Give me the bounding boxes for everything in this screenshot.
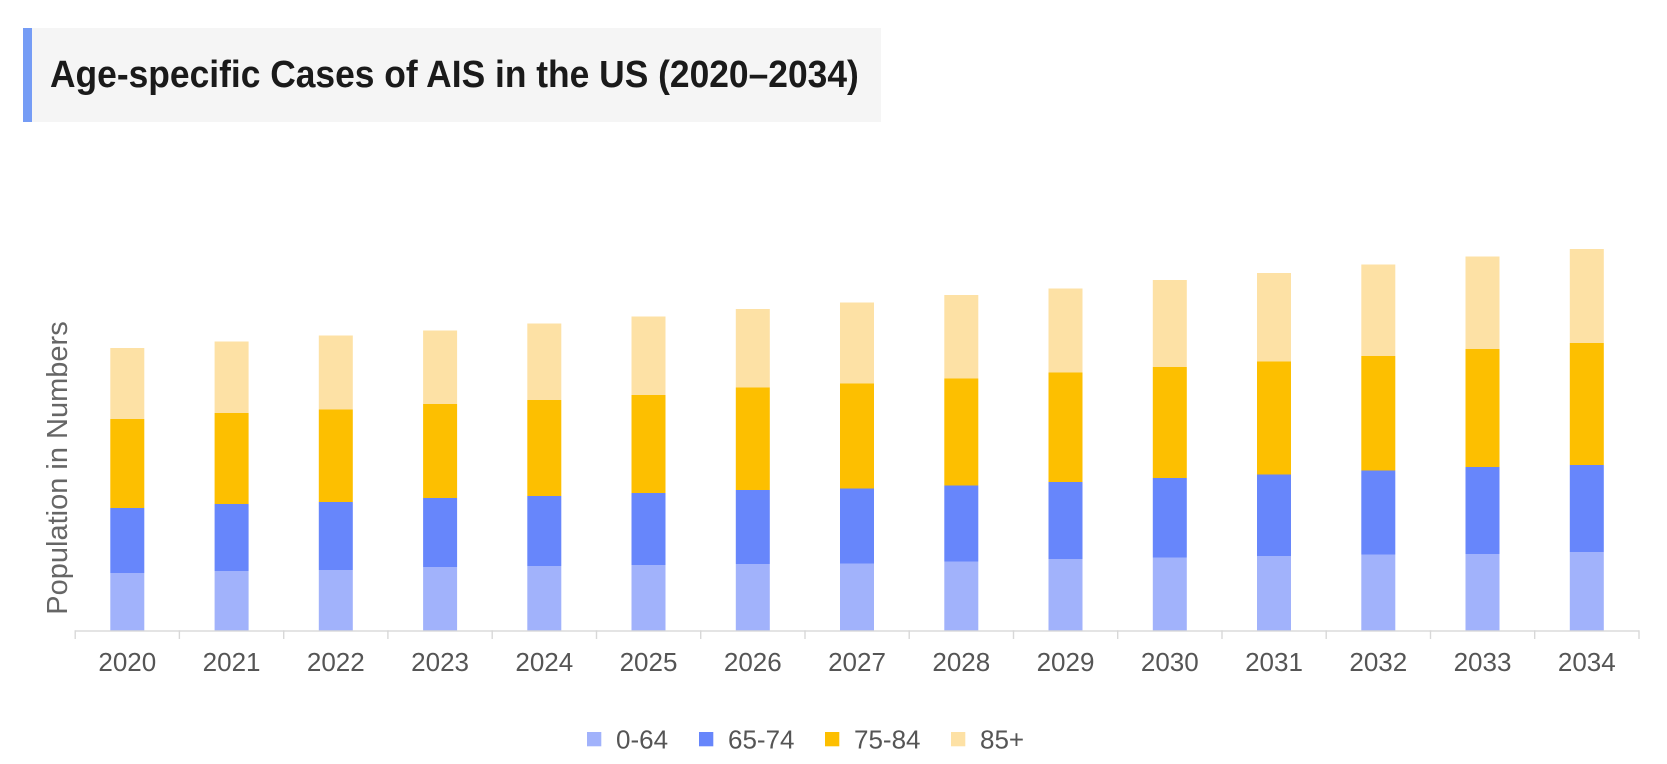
svg-text:2033: 2033 <box>1454 647 1512 677</box>
svg-text:Population in Numbers: Population in Numbers <box>42 321 74 614</box>
svg-text:2032: 2032 <box>1349 647 1407 677</box>
svg-text:2030: 2030 <box>1141 647 1199 677</box>
svg-text:2020: 2020 <box>98 647 156 677</box>
svg-text:2034: 2034 <box>1558 647 1616 677</box>
svg-text:2029: 2029 <box>1037 647 1095 677</box>
svg-text:75-84: 75-84 <box>854 725 921 755</box>
svg-text:2021: 2021 <box>203 647 261 677</box>
svg-text:85+: 85+ <box>980 725 1024 755</box>
svg-text:2028: 2028 <box>932 647 990 677</box>
svg-text:2022: 2022 <box>307 647 365 677</box>
svg-text:2031: 2031 <box>1245 647 1303 677</box>
svg-text:2027: 2027 <box>828 647 886 677</box>
svg-text:2025: 2025 <box>620 647 678 677</box>
svg-text:0-64: 0-64 <box>616 725 668 755</box>
svg-text:65-74: 65-74 <box>728 725 795 755</box>
svg-text:2023: 2023 <box>411 647 469 677</box>
svg-text:2026: 2026 <box>724 647 782 677</box>
svg-text:2024: 2024 <box>515 647 573 677</box>
